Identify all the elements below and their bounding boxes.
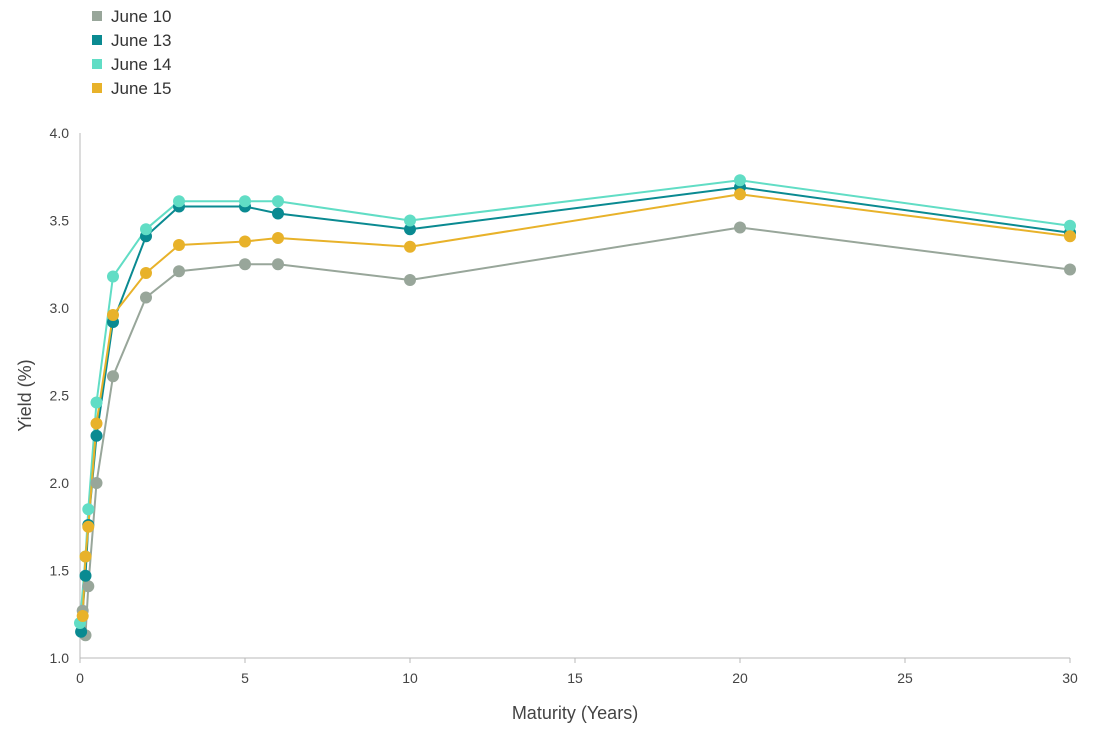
data-point-june-15 — [79, 550, 92, 563]
data-point-june-14 — [404, 214, 416, 227]
legend-swatch-june-13 — [92, 35, 102, 45]
x-tick-label: 30 — [1062, 670, 1078, 686]
y-tick-label: 3.5 — [50, 213, 70, 229]
x-tick-label: 0 — [76, 670, 84, 686]
series-line-june-14 — [79, 179, 1071, 624]
data-point-june-13 — [79, 569, 92, 582]
data-point-june-15 — [404, 240, 416, 253]
data-point-june-14 — [140, 223, 152, 236]
legend-label: June 13 — [111, 31, 172, 50]
y-tick-label: 1.0 — [50, 650, 70, 666]
data-point-june-15 — [173, 239, 185, 251]
x-tick-label: 10 — [402, 670, 418, 686]
data-point-june-10 — [1064, 263, 1076, 276]
data-point-june-14 — [734, 174, 746, 187]
data-point-june-10 — [90, 477, 103, 489]
data-point-june-13 — [404, 223, 416, 236]
y-tick-label: 2.5 — [50, 388, 70, 404]
data-point-june-13 — [90, 429, 103, 442]
series-line-june-10 — [81, 226, 1071, 637]
data-point-june-15 — [107, 309, 119, 321]
data-point-june-10 — [82, 580, 95, 593]
x-tick-label: 20 — [732, 670, 748, 686]
data-point-june-14 — [107, 270, 119, 283]
data-point-june-14 — [239, 195, 251, 208]
data-point-june-13 — [272, 207, 284, 220]
data-point-june-10 — [140, 291, 152, 304]
data-point-june-10 — [272, 258, 284, 271]
legend-swatch-june-10 — [92, 11, 102, 21]
y-axis-title: Yield (%) — [15, 359, 35, 431]
data-point-june-15 — [76, 610, 89, 622]
data-point-june-14 — [90, 396, 103, 409]
data-point-june-15 — [82, 520, 95, 533]
data-point-june-10 — [734, 221, 746, 234]
data-point-june-15 — [239, 235, 251, 248]
data-point-june-10 — [107, 370, 119, 383]
data-point-june-10 — [239, 258, 251, 271]
data-point-june-15 — [140, 267, 152, 279]
data-point-june-14 — [82, 503, 95, 516]
series-line-june-15 — [81, 193, 1071, 617]
data-point-june-15 — [272, 232, 284, 244]
legend-label: June 14 — [111, 55, 172, 74]
y-tick-label: 3.0 — [50, 300, 70, 316]
data-point-june-15 — [90, 417, 103, 430]
data-point-june-14 — [272, 195, 284, 208]
legend-swatch-june-14 — [92, 59, 102, 69]
legend-label: June 10 — [111, 7, 172, 26]
data-point-june-10 — [404, 274, 416, 286]
y-tick-label: 4.0 — [50, 125, 70, 141]
data-point-june-10 — [173, 265, 185, 278]
y-tick-label: 2.0 — [50, 475, 70, 491]
y-tick-label: 1.5 — [50, 563, 70, 579]
x-tick-label: 25 — [897, 670, 913, 686]
data-point-june-14 — [173, 195, 185, 208]
x-tick-label: 15 — [567, 670, 583, 686]
data-point-june-14 — [1064, 219, 1076, 232]
data-point-june-13 — [75, 625, 88, 638]
x-tick-label: 5 — [241, 670, 249, 686]
legend-swatch-june-15 — [92, 83, 102, 93]
legend-label: June 15 — [111, 79, 172, 98]
data-point-june-15 — [1064, 230, 1076, 243]
x-axis-title: Maturity (Years) — [512, 703, 638, 723]
data-point-june-15 — [734, 188, 746, 201]
